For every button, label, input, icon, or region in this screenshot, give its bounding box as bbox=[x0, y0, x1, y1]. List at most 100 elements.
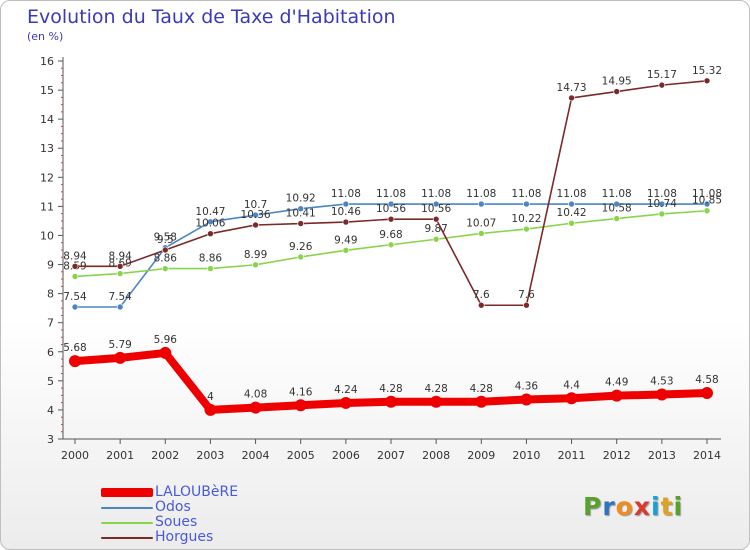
y-tick-label: 3 bbox=[47, 433, 54, 446]
data-point bbox=[568, 219, 575, 227]
x-tick-label: 2012 bbox=[603, 449, 631, 462]
data-point bbox=[523, 301, 530, 309]
y-tick-label: 6 bbox=[47, 346, 54, 359]
data-point bbox=[658, 81, 666, 89]
data-label: 14.95 bbox=[602, 76, 632, 88]
data-label: 10.85 bbox=[692, 195, 722, 207]
data-point bbox=[116, 270, 124, 277]
data-point bbox=[703, 207, 711, 215]
data-point bbox=[297, 253, 305, 261]
data-point bbox=[339, 396, 352, 409]
data-point bbox=[520, 393, 533, 406]
x-tick-label: 2000 bbox=[61, 449, 89, 462]
data-label: 7.54 bbox=[63, 291, 87, 303]
data-label: 11.08 bbox=[647, 188, 677, 200]
logo-letter: i bbox=[673, 492, 684, 521]
data-point bbox=[385, 395, 397, 408]
legend-swatch-laloubere bbox=[101, 488, 153, 497]
data-point bbox=[252, 261, 259, 269]
data-label: 4.28 bbox=[424, 383, 447, 395]
data-point bbox=[658, 210, 666, 218]
data-label: 4.08 bbox=[244, 389, 267, 401]
proxiti-logo: Proxiti bbox=[583, 492, 683, 521]
data-label: 15.17 bbox=[647, 69, 677, 81]
y-tick-label: 14 bbox=[40, 113, 54, 126]
data-point bbox=[387, 215, 395, 223]
data-point bbox=[568, 94, 575, 102]
data-point bbox=[71, 262, 79, 270]
data-label: 9.5 bbox=[157, 234, 174, 246]
y-tick-label: 5 bbox=[47, 375, 54, 388]
data-point bbox=[477, 230, 485, 237]
y-tick-label: 16 bbox=[40, 55, 54, 68]
x-tick-label: 2005 bbox=[287, 449, 315, 462]
y-tick-label: 7 bbox=[47, 317, 54, 330]
data-point bbox=[252, 211, 259, 219]
data-label: 11.08 bbox=[421, 188, 451, 200]
data-point bbox=[161, 246, 169, 254]
logo-letter: i bbox=[651, 492, 661, 521]
data-point bbox=[432, 235, 440, 243]
data-label: 8.99 bbox=[244, 249, 267, 261]
data-label: 10.56 bbox=[376, 203, 406, 215]
data-point bbox=[565, 392, 578, 405]
x-tick-label: 2013 bbox=[648, 449, 676, 462]
data-point bbox=[475, 395, 488, 408]
data-label: 11.08 bbox=[511, 188, 541, 200]
data-point bbox=[613, 88, 621, 95]
data-point bbox=[387, 241, 395, 249]
data-label: 10.74 bbox=[647, 198, 677, 210]
data-point bbox=[342, 218, 350, 226]
data-label: 10.7 bbox=[244, 199, 267, 211]
data-point bbox=[610, 389, 623, 402]
logo-letter: o bbox=[615, 492, 634, 521]
data-label: 8.86 bbox=[199, 253, 223, 265]
data-point bbox=[432, 215, 440, 223]
data-label: 10.56 bbox=[421, 203, 451, 215]
data-label: 11.08 bbox=[557, 188, 587, 200]
y-tick-label: 11 bbox=[40, 200, 54, 213]
data-label: 11.08 bbox=[466, 188, 496, 200]
x-tick-label: 2003 bbox=[196, 449, 224, 462]
x-tick-label: 2002 bbox=[151, 449, 179, 462]
data-point bbox=[342, 246, 350, 254]
data-point bbox=[342, 200, 350, 208]
data-point bbox=[387, 200, 395, 208]
data-point bbox=[613, 200, 621, 208]
data-point bbox=[568, 200, 575, 208]
data-label: 10.42 bbox=[557, 207, 587, 219]
chart-subtitle: (en %) bbox=[27, 30, 64, 43]
data-point bbox=[71, 273, 79, 280]
data-point bbox=[477, 200, 485, 208]
data-label: 11.08 bbox=[331, 188, 361, 200]
x-tick-label: 2011 bbox=[558, 449, 586, 462]
data-point bbox=[249, 401, 262, 414]
data-label: 10.07 bbox=[466, 217, 496, 229]
legend-swatch-odos bbox=[101, 507, 153, 509]
data-label: 9.58 bbox=[154, 232, 177, 244]
data-point bbox=[613, 215, 621, 222]
data-point bbox=[252, 221, 259, 229]
data-label: 11.08 bbox=[692, 188, 722, 200]
data-point bbox=[430, 395, 443, 408]
data-label: 10.47 bbox=[195, 206, 225, 218]
x-tick-label: 2001 bbox=[106, 449, 134, 462]
data-label: 7.54 bbox=[108, 291, 132, 303]
logo-letter: x bbox=[633, 492, 651, 521]
data-point bbox=[207, 218, 214, 226]
data-label: 10.92 bbox=[286, 193, 316, 205]
data-point bbox=[294, 399, 307, 412]
y-tick-label: 8 bbox=[47, 288, 54, 301]
data-point bbox=[114, 351, 127, 364]
data-label: 9.87 bbox=[424, 223, 447, 235]
data-label: 5.79 bbox=[108, 339, 131, 351]
data-label: 4.28 bbox=[379, 383, 402, 395]
data-label: 10.41 bbox=[286, 208, 316, 220]
data-label: 4.36 bbox=[515, 380, 539, 392]
data-label: 7.6 bbox=[518, 289, 535, 301]
x-tick-label: 2014 bbox=[693, 449, 721, 462]
data-label: 4.16 bbox=[289, 386, 313, 398]
data-label: 5.96 bbox=[154, 334, 178, 346]
legend-label-horgues: Horgues bbox=[155, 529, 214, 545]
